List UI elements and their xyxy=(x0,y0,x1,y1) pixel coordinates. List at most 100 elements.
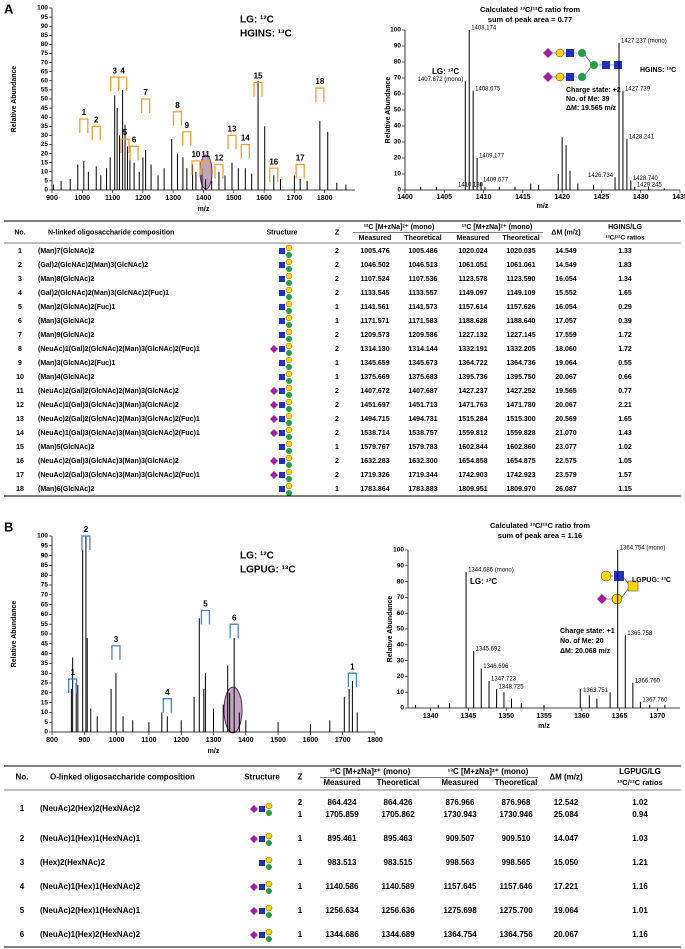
y-tick-label: 100 xyxy=(37,5,48,12)
glycan-icon xyxy=(285,286,293,294)
glycan-icon xyxy=(285,342,293,350)
table-cell: 1345.659 xyxy=(360,360,389,367)
table-cell: 1.02 xyxy=(632,798,648,807)
x-tick-label: 1800 xyxy=(367,737,383,744)
row-number: 18 xyxy=(16,486,24,493)
x-tick-label: 1400 xyxy=(238,737,254,744)
table-cell: 998.565 xyxy=(502,858,531,867)
table-cell: 1.65 xyxy=(618,416,632,423)
table-cell: 14.047 xyxy=(554,834,579,843)
table-cell: 1.16 xyxy=(632,930,648,939)
x-tick-label: 1700 xyxy=(287,195,303,202)
y-tick-label: 20 xyxy=(41,690,49,697)
table-cell: 1107.536 xyxy=(409,276,438,283)
y-tick-label: 90 xyxy=(41,23,49,30)
table-header: Z xyxy=(298,773,303,782)
glycan-icon xyxy=(279,356,293,370)
peak-label: 1367.760 xyxy=(642,697,668,703)
row-number: 15 xyxy=(16,444,24,451)
table-cell: 1157.614 xyxy=(459,304,488,311)
table-cell: 1579.767 xyxy=(360,444,389,451)
glycan-icon xyxy=(285,440,293,448)
glycan-icon xyxy=(286,294,292,300)
peak-label: 1364.754 (mono) xyxy=(620,546,666,552)
glycan-icon xyxy=(279,248,285,254)
table-cell: 0.66 xyxy=(618,374,632,381)
glycan-icon xyxy=(286,476,292,482)
x-tick-label: 1300 xyxy=(206,737,222,744)
annotation: HGINS: ¹³C xyxy=(240,29,292,40)
table-cell: 1314.144 xyxy=(408,346,437,353)
glycan-icon xyxy=(270,457,278,465)
y-axis-label: Relative Abundance xyxy=(387,596,394,663)
glycan-icon xyxy=(279,244,293,258)
table-cell: 1451.697 xyxy=(360,402,389,409)
table-cell: 1020.035 xyxy=(506,248,535,255)
table-cell: 17.057 xyxy=(555,318,577,325)
table-cell: 1705.862 xyxy=(381,810,415,819)
glycan-icon xyxy=(259,856,273,870)
composition: (Man)5(GlcNAc)2 xyxy=(38,444,95,451)
bracket-label: 16 xyxy=(269,157,278,166)
table-header: Measured xyxy=(323,778,360,787)
table-cell: 1171.583 xyxy=(409,318,438,325)
glycan-icon xyxy=(285,454,293,462)
table-cell: 1.16 xyxy=(632,882,648,891)
composition: (NeuAc)1(Gal)3(GlcNAc)3(Man)3(GlcNAc)2 xyxy=(38,402,179,409)
table-cell: 1451.713 xyxy=(408,402,437,409)
table-cell: 1579.783 xyxy=(408,444,437,451)
y-tick-label: 0 xyxy=(44,729,48,736)
x-tick-label: 1350 xyxy=(498,713,514,720)
table-cell: 1149.109 xyxy=(507,290,536,297)
table-header: Measured xyxy=(441,778,478,787)
composition: (Man)6(GlcNAc)2 xyxy=(38,486,95,493)
charge: 1 xyxy=(335,374,339,381)
row-number: 2 xyxy=(18,262,22,269)
charge: 1 xyxy=(298,834,303,843)
peak-label: 1344.686 (mono) xyxy=(468,568,514,574)
row-number: 7 xyxy=(18,332,22,339)
table-cell: 19.064 xyxy=(555,360,577,367)
y-tick-label: 10 xyxy=(41,169,49,176)
table-cell: 1171.571 xyxy=(361,318,390,325)
y-tick-label: 0 xyxy=(400,705,404,712)
y-tick-label: 40 xyxy=(397,642,405,649)
table-cell: 1719.344 xyxy=(408,472,437,479)
composition: (NeuAc)2(Gal)3(GlcNAc)3(Man)3(GlcNAc)2 xyxy=(38,458,179,465)
table-cell: 20.067 xyxy=(555,402,577,409)
composition: (Gal)2(GlcNAc)2(Man)3(GlcNAc)2(Fuc)1 xyxy=(38,290,169,297)
glycan-icon xyxy=(265,880,273,888)
glycan-icon xyxy=(279,388,285,394)
table-cell: 1538.757 xyxy=(408,430,437,437)
composition: (NeuAc)2(Gal)2(GlcNAc)2(Man)3(GlcNAc)2 xyxy=(38,388,179,395)
peak-label: 1429.245 xyxy=(637,182,663,188)
y-tick-label: 10 xyxy=(394,171,402,178)
bracket-label: 4 xyxy=(120,66,125,75)
charge: 1 xyxy=(298,930,303,939)
glycan-icon xyxy=(285,258,293,266)
glycan-icon xyxy=(285,370,293,378)
y-tick-label: 35 xyxy=(41,660,49,667)
y-tick-label: 80 xyxy=(394,59,402,66)
table-cell: 1061.051 xyxy=(458,262,487,269)
charge: 2 xyxy=(298,798,303,807)
table-cell: 876.968 xyxy=(502,798,531,807)
glycan-icon xyxy=(250,835,258,843)
table-cell: 1.72 xyxy=(618,346,632,353)
table-cell: 1.72 xyxy=(618,332,632,339)
glycan-icon xyxy=(286,280,292,286)
bracket-label: 1 xyxy=(350,662,355,671)
table-cell: 1256.636 xyxy=(381,906,415,915)
bracket-label: 6 xyxy=(232,613,237,622)
y-tick-label: 80 xyxy=(41,41,49,48)
y-tick-label: 50 xyxy=(41,96,49,103)
peak-label: 1363.751 xyxy=(583,688,609,694)
bracket-label: 4 xyxy=(165,688,170,697)
composition: (Man)7(GlcNAc)2 xyxy=(38,248,95,255)
glycan-icon xyxy=(279,276,285,282)
charge: 2 xyxy=(335,346,339,353)
y-tick-label: 95 xyxy=(41,14,49,21)
table-header: Structure xyxy=(244,773,280,782)
table-cell: 1005.476 xyxy=(360,248,389,255)
glycan-icon xyxy=(286,392,292,398)
